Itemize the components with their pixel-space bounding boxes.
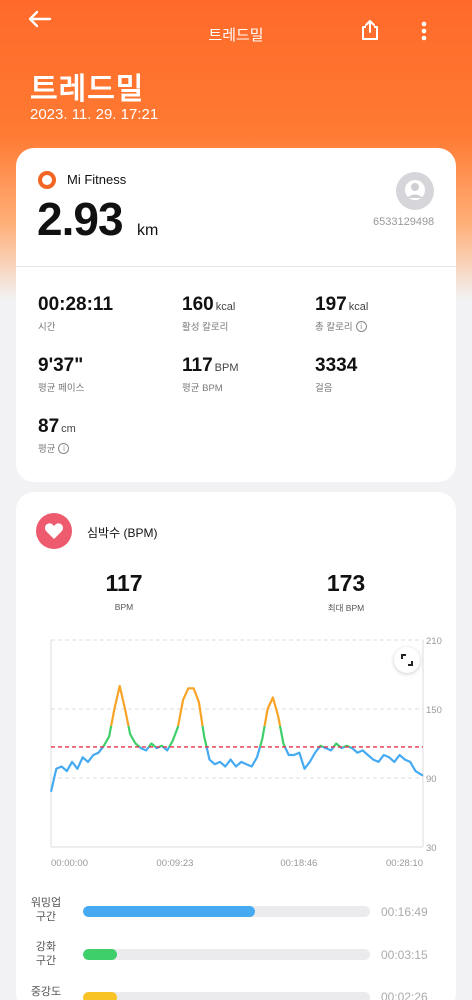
info-icon[interactable]: i <box>355 320 367 332</box>
zone-bar-moderate <box>83 992 370 1000</box>
back-button[interactable] <box>24 6 56 34</box>
y-tick-label: 150 <box>426 705 442 716</box>
stat-total-calories: 197 kcal 총 칼로리 i <box>315 294 368 333</box>
mi-fitness-icon <box>38 171 56 189</box>
stat-label: 활성 칼로리 <box>182 322 229 333</box>
distance-value: 2.93 <box>37 193 124 245</box>
avg-bpm-value: 117 <box>105 570 143 596</box>
expand-icon <box>401 654 413 666</box>
expand-chart-button[interactable] <box>394 647 420 673</box>
source-label: Mi Fitness <box>67 172 127 187</box>
stat-value: 160 <box>182 294 214 315</box>
stat-value: 197 <box>315 294 347 315</box>
user-id: 6533129498 <box>373 216 435 228</box>
share-icon <box>362 20 378 40</box>
divider <box>16 266 456 267</box>
stat-label: 걸음 <box>315 383 333 394</box>
stat-active-calories: 160 kcal 활성 칼로리 <box>182 294 235 333</box>
info-icon[interactable]: i <box>58 442 70 454</box>
stat-value: 87 <box>38 416 60 437</box>
avatar[interactable] <box>396 172 434 210</box>
heart-rate-series-line <box>49 684 424 793</box>
distance-unit: km <box>137 222 159 239</box>
stat-value: 00:28:11 <box>38 294 114 315</box>
stat-unit: BPM <box>214 362 239 374</box>
y-tick-label: 210 <box>426 636 442 647</box>
zone-bar-enhance <box>83 949 370 960</box>
zone-label-enhance: 강화 구간 <box>35 941 57 967</box>
stat-label: 평균 페이스 <box>38 383 85 394</box>
zone-label-warmup: 워밍업 구간 <box>30 897 62 923</box>
stat-unit: kcal <box>348 301 369 313</box>
zone-time-moderate: 00:02:26 <box>381 990 428 1000</box>
stat-value: 9'37" <box>38 355 84 376</box>
zone-fill <box>83 992 118 1000</box>
zone-time-enhance: 00:03:15 <box>381 948 428 962</box>
stat-avg-stride: 87 cm 평균 i <box>38 416 76 455</box>
page-title: 트레드밀 <box>30 73 145 106</box>
top-bar: 트레드밀 <box>0 0 472 68</box>
top-bar-title: 트레드밀 <box>208 27 264 44</box>
stat-value: 117 <box>182 355 213 376</box>
workout-date: 2023. 11. 29. 17:21 <box>30 106 159 123</box>
heart-rate-card: 심박수 (BPM) 117 BPM 173 최대 BPM 210 150 90 30 0… <box>16 492 456 1000</box>
user-avatar-icon <box>396 172 434 210</box>
x-tick-label: 00:00:00 <box>51 858 88 869</box>
zone-fill <box>83 906 256 917</box>
share-button[interactable] <box>358 18 382 42</box>
stat-unit: cm <box>61 423 76 435</box>
y-tick-label: 30 <box>426 843 437 854</box>
zone-time-warmup: 00:16:49 <box>381 905 428 919</box>
max-bpm-label: 최대 BPM <box>327 603 365 613</box>
max-bpm-value: 173 <box>326 570 366 596</box>
zone-fill <box>83 949 118 960</box>
avg-bpm-label: BPM <box>114 602 134 612</box>
x-tick-label: 00:28:10 <box>386 858 423 869</box>
stat-avg-bpm: 117 BPM 평균 BPM <box>182 355 239 394</box>
stat-steps: 3334 걸음 <box>315 355 357 394</box>
x-tick-label: 00:18:46 <box>280 858 317 869</box>
x-tick-label: 00:09:23 <box>156 858 193 869</box>
stat-label: 총 칼로리 <box>315 322 353 333</box>
stat-avg-pace: 9'37" 평균 페이스 <box>38 355 84 394</box>
stat-label: 평균 BPM <box>182 383 223 394</box>
back-arrow-icon <box>28 10 52 28</box>
heart-icon <box>36 513 72 549</box>
heart-rate-chart: 210 150 90 30 00:00:00 00:09:23 00:18:46 00:28:… <box>49 636 442 869</box>
more-options-button[interactable] <box>416 18 432 44</box>
heart-rate-title: 심박수 (BPM) <box>87 526 158 540</box>
stat-duration: 00:28:11 시간 <box>38 294 113 333</box>
stat-label: 평균 <box>38 444 56 455</box>
stat-value: 3334 <box>315 355 358 376</box>
y-tick-label: 90 <box>426 774 437 785</box>
summary-card: Mi Fitness 2.93 km 6533129498 00:28:11 시… <box>16 148 456 482</box>
stat-label: 시간 <box>38 322 56 333</box>
more-vertical-icon <box>421 21 427 41</box>
stat-unit: kcal <box>215 301 236 313</box>
zone-bar-warmup <box>83 906 370 917</box>
zone-label-moderate: 중강도 <box>30 986 62 998</box>
